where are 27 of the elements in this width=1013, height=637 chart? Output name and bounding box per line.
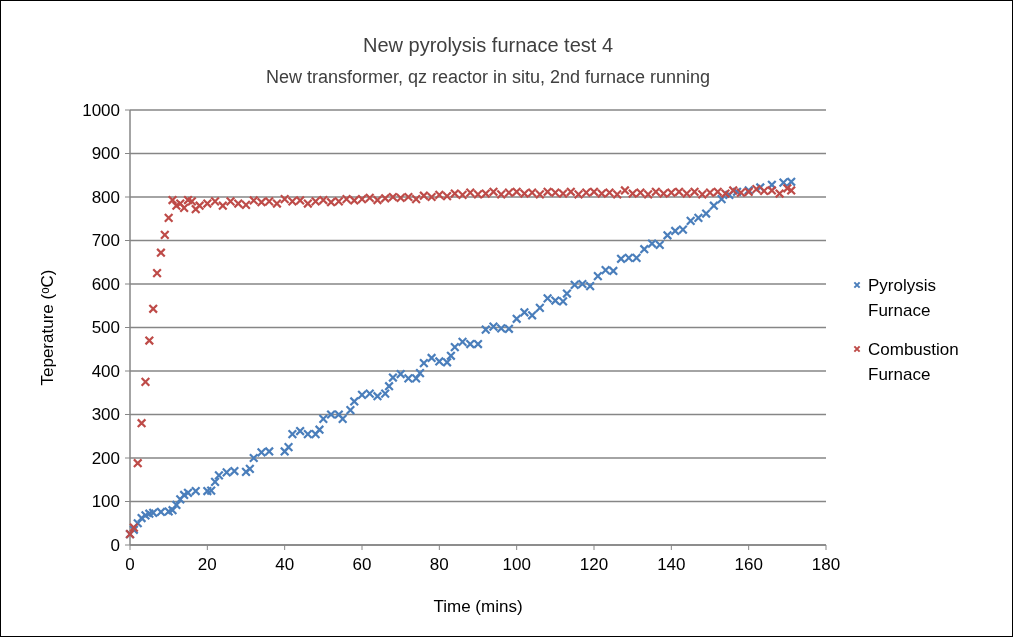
y-tick-label: 1000 <box>82 100 120 120</box>
x-tick-label: 20 <box>197 555 217 574</box>
y-tick-label: 300 <box>91 405 120 425</box>
x-tick-label: 80 <box>429 555 449 574</box>
legend-label: Combustion Furnace <box>868 339 959 384</box>
x-tick-label: 140 <box>657 555 686 574</box>
y-tick-label: 400 <box>91 361 120 381</box>
y-tick-label: 500 <box>91 318 120 338</box>
x-tick-label: 160 <box>734 555 763 574</box>
x-tick-label: 60 <box>352 555 372 574</box>
x-tick-label: 100 <box>502 555 531 574</box>
x-tick-label: 120 <box>579 555 609 574</box>
y-tick-label: 200 <box>91 448 120 468</box>
x-tick-label: 0 <box>125 555 135 574</box>
y-tick-label: 800 <box>91 187 120 207</box>
x-axis-title: Time (mins) <box>433 597 523 616</box>
y-axis-title: Teperature (ᵒC) <box>38 269 57 386</box>
x-tick-label: 180 <box>811 555 841 574</box>
y-tick-label: 700 <box>91 231 120 251</box>
y-tick-label: 0 <box>110 535 120 555</box>
y-tick-label: 600 <box>91 274 120 294</box>
chart-subtitle: New transformer, qz reactor in situ, 2nd furnace running <box>265 67 711 87</box>
chart-title: New pyrolysis furnace test 4 <box>362 34 614 56</box>
y-tick-label: 100 <box>91 492 120 512</box>
legend-label: Pyrolysis Furnace <box>868 275 937 320</box>
y-tick-label: 900 <box>91 144 120 164</box>
x-tick-label: 40 <box>275 555 295 574</box>
